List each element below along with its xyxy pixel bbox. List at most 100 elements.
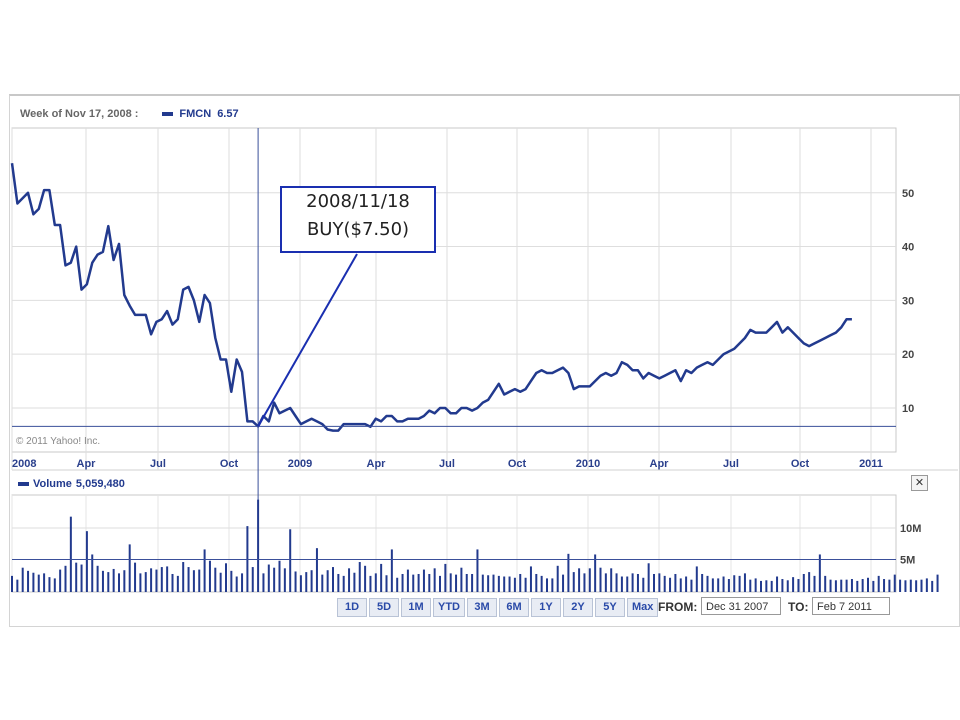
volume-bar bbox=[267, 564, 270, 592]
x-tick-label: Apr bbox=[77, 458, 97, 470]
volume-bar bbox=[422, 569, 425, 592]
volume-bar bbox=[551, 578, 554, 592]
volume-bar bbox=[348, 568, 351, 592]
volume-bar bbox=[636, 573, 639, 592]
range-button-2y[interactable]: 2Y bbox=[563, 598, 593, 617]
range-button-6m[interactable]: 6M bbox=[499, 598, 529, 617]
volume-bar bbox=[583, 573, 586, 592]
volume-bar bbox=[733, 575, 736, 592]
volume-bar bbox=[32, 572, 35, 592]
volume-bar bbox=[128, 544, 131, 592]
volume-bar bbox=[818, 554, 821, 592]
volume-bar bbox=[353, 572, 356, 592]
volume-bar bbox=[198, 569, 201, 592]
volume-bar bbox=[417, 573, 420, 592]
volume-bar bbox=[273, 567, 276, 592]
fmcn-price-line bbox=[10, 163, 852, 432]
y-tick-label: 40 bbox=[902, 242, 914, 254]
volume-label: Volume bbox=[33, 478, 72, 490]
x-tick-label: Apr bbox=[367, 458, 387, 470]
volume-bar bbox=[21, 567, 24, 592]
volume-bar bbox=[497, 575, 500, 592]
volume-bar bbox=[893, 574, 896, 592]
volume-bar bbox=[219, 572, 222, 592]
range-button-1d[interactable]: 1D bbox=[337, 598, 367, 617]
volume-bar bbox=[679, 578, 682, 592]
price-layer bbox=[10, 128, 896, 592]
volume-bar bbox=[192, 570, 195, 592]
range-button-3m[interactable]: 3M bbox=[467, 598, 497, 617]
volume-bar bbox=[695, 566, 698, 592]
volume-bar bbox=[743, 573, 746, 592]
volume-header: Volume 5,059,480 bbox=[18, 478, 125, 490]
volume-bar bbox=[936, 574, 939, 592]
volume-bar bbox=[465, 573, 468, 592]
volume-bar bbox=[289, 529, 292, 592]
volume-bar bbox=[342, 575, 345, 592]
from-label: FROM: bbox=[658, 600, 698, 614]
volume-bar bbox=[829, 579, 832, 592]
range-button-1y[interactable]: 1Y bbox=[531, 598, 561, 617]
x-tick-label: 2008 bbox=[12, 458, 36, 470]
chart-frame bbox=[9, 94, 960, 627]
volume-bar bbox=[150, 568, 153, 592]
volume-bar bbox=[802, 573, 805, 592]
volume-bar bbox=[626, 576, 629, 592]
volume-bar bbox=[326, 570, 329, 592]
volume-bar bbox=[123, 570, 126, 592]
volume-bar bbox=[337, 573, 340, 592]
volume-bar bbox=[101, 570, 104, 592]
volume-bar bbox=[931, 580, 934, 592]
range-button-5y[interactable]: 5Y bbox=[595, 598, 625, 617]
volume-bar bbox=[48, 577, 51, 592]
volume-bar bbox=[850, 579, 853, 592]
volume-bar bbox=[374, 573, 377, 592]
volume-bar bbox=[69, 516, 72, 592]
buy-callout: 2008/11/18 BUY($7.50) bbox=[280, 186, 436, 253]
volume-bar bbox=[11, 575, 13, 592]
x-tick-label: Oct bbox=[791, 458, 810, 470]
volume-bar bbox=[867, 577, 869, 592]
volume-bar bbox=[112, 568, 115, 592]
callout-date: 2008/11/18 bbox=[306, 191, 410, 212]
volume-bar bbox=[915, 580, 918, 592]
volume-bar bbox=[920, 579, 923, 592]
volume-bar bbox=[460, 567, 463, 592]
x-tick-label: Jul bbox=[723, 458, 739, 470]
volume-bar bbox=[449, 573, 452, 592]
volume-bar bbox=[840, 579, 843, 592]
volume-bar bbox=[535, 573, 538, 592]
range-button-1m[interactable]: 1M bbox=[401, 598, 431, 617]
volume-bar bbox=[230, 570, 233, 592]
volume-bar bbox=[75, 562, 78, 592]
to-date-input[interactable]: Feb 7 2011 bbox=[812, 597, 890, 615]
volume-panel-border bbox=[11, 494, 897, 593]
close-icon[interactable]: ✕ bbox=[911, 475, 928, 491]
volume-bar bbox=[80, 564, 83, 592]
volume-bar bbox=[722, 576, 725, 592]
volume-bar bbox=[332, 567, 334, 592]
credit-text: © 2011 Yahoo! Inc. bbox=[16, 436, 101, 447]
range-button-ytd[interactable]: YTD bbox=[433, 598, 465, 617]
volume-bar bbox=[685, 576, 688, 592]
volume-bar bbox=[658, 573, 661, 592]
volume-bar bbox=[925, 578, 928, 592]
volume-bar bbox=[578, 568, 581, 592]
volume-bar bbox=[390, 549, 393, 592]
from-date-input[interactable]: Dec 31 2007 bbox=[701, 597, 781, 615]
volume-value: 5,059,480 bbox=[75, 478, 125, 490]
callout-action: BUY($7.50) bbox=[306, 219, 410, 240]
x-tick-label: Jul bbox=[150, 458, 166, 470]
range-button-max[interactable]: Max bbox=[627, 598, 659, 617]
volume-bar bbox=[444, 563, 447, 592]
volume-bar bbox=[59, 569, 62, 592]
volume-bar bbox=[433, 568, 436, 592]
range-button-5d[interactable]: 5D bbox=[369, 598, 399, 617]
volume-bar bbox=[872, 580, 875, 592]
volume-bar bbox=[567, 553, 570, 592]
volume-swatch bbox=[18, 482, 29, 486]
volume-bar bbox=[642, 577, 645, 592]
volume-bar bbox=[620, 576, 623, 592]
volume-bar bbox=[513, 577, 516, 592]
